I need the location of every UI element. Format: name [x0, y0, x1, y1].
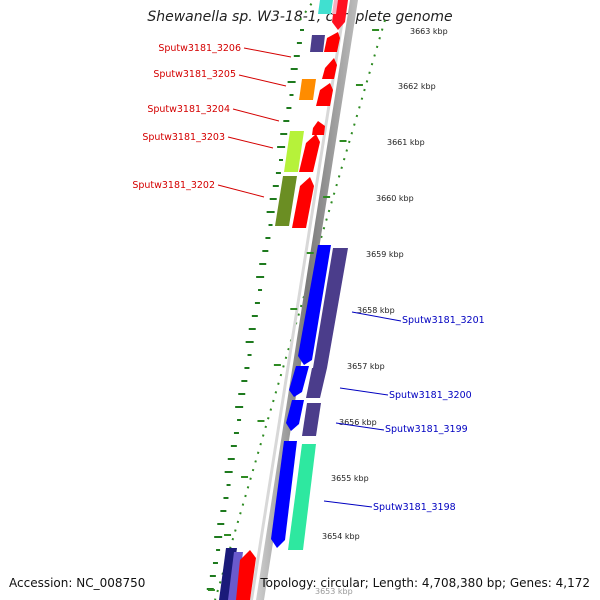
gene-3200-cog — [313, 248, 348, 368]
gene-3204 — [316, 83, 333, 106]
gene-3205 — [322, 58, 337, 79]
gene-bottom-red — [236, 550, 256, 600]
tick-label: 3661 kbp — [387, 138, 425, 147]
tick-label: 3654 kbp — [322, 532, 360, 541]
gene-3198-cog — [302, 403, 321, 436]
tick-label: 3660 kbp — [376, 194, 414, 203]
gene-3206-cog — [310, 35, 325, 52]
tick-label: 3662 kbp — [398, 82, 436, 91]
gene-label: Sputw3181_3202 — [132, 180, 215, 191]
gene-3206 — [324, 32, 340, 52]
gene-3197 — [271, 441, 297, 548]
outer-dotted-ring — [214, 19, 386, 600]
gene-label: Sputw3181_3198 — [373, 502, 456, 513]
gene-3203 — [312, 121, 325, 135]
tick-label: 3658 kbp — [357, 306, 395, 315]
gene-label: Sputw3181_3204 — [147, 104, 230, 115]
gene-label: Sputw3181_3200 — [389, 390, 472, 401]
gene-top-cyan — [318, 0, 333, 14]
tick-label: 3657 kbp — [347, 362, 385, 371]
gene-label: Sputw3181_3199 — [385, 424, 468, 435]
gene-top-pink — [332, 0, 338, 14]
map-title: Shewanella sp. W3-18-1, complete genome — [147, 9, 453, 25]
gene-label: Sputw3181_3203 — [142, 132, 225, 143]
gene-3198 — [286, 400, 304, 431]
accession-text: Accession: NC_008750 — [9, 576, 146, 590]
gene-3202 — [299, 134, 320, 172]
gene-3199-cog — [306, 368, 327, 398]
gene-label: Sputw3181_3205 — [153, 69, 236, 80]
tick-label: 3655 kbp — [331, 474, 369, 483]
gene-3200 — [298, 245, 331, 365]
gene-3204-cog — [299, 79, 316, 100]
label-leaders — [217, 47, 402, 508]
gene-labels: Sputw3181_3206 Sputw3181_3205 Sputw3181_… — [132, 43, 484, 513]
scale-ticks — [207, 29, 380, 591]
gene-label: Sputw3181_3201 — [402, 315, 485, 326]
gc-skew-track — [206, 29, 304, 590]
gene-3202-cog — [284, 131, 304, 172]
topology-summary: Topology: circular; Length: 4,708,380 bp… — [260, 576, 590, 590]
gene-3199 — [289, 366, 309, 397]
genome-backbone — [250, 0, 358, 600]
tick-label: 3656 kbp — [339, 418, 377, 427]
gene-3197-cog — [288, 444, 316, 550]
tick-label: 3659 kbp — [366, 250, 404, 259]
gene-track — [219, 0, 348, 600]
tick-label: 3653 kbp — [315, 587, 353, 596]
gene-3201-cog — [275, 176, 297, 226]
gene-bottom-navy — [219, 548, 237, 600]
gene-3201 — [292, 177, 314, 228]
tick-label: 3663 kbp — [410, 27, 448, 36]
gene-bottom-slate — [228, 552, 243, 600]
scale-labels: 3663 kbp 3662 kbp 3661 kbp 3660 kbp 3659… — [315, 27, 448, 596]
gene-label: Sputw3181_3206 — [158, 43, 241, 54]
